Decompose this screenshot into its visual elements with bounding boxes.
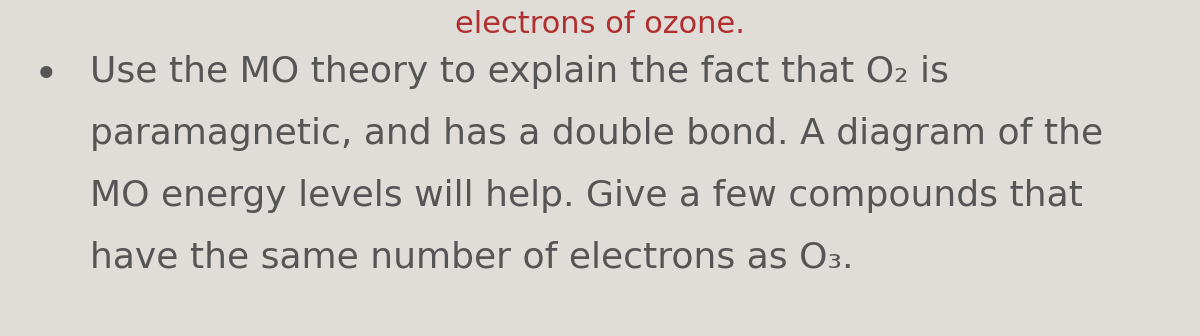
Text: have the same number of electrons as O₃.: have the same number of electrons as O₃. [90, 241, 853, 275]
Text: •: • [34, 55, 59, 97]
Text: Use the MO theory to explain the fact that O₂ is: Use the MO theory to explain the fact th… [90, 55, 949, 89]
Text: electrons of ozone.: electrons of ozone. [455, 10, 745, 39]
Text: MO energy levels will help. Give a few compounds that: MO energy levels will help. Give a few c… [90, 179, 1082, 213]
Text: paramagnetic, and has a double bond. A diagram of the: paramagnetic, and has a double bond. A d… [90, 117, 1103, 151]
